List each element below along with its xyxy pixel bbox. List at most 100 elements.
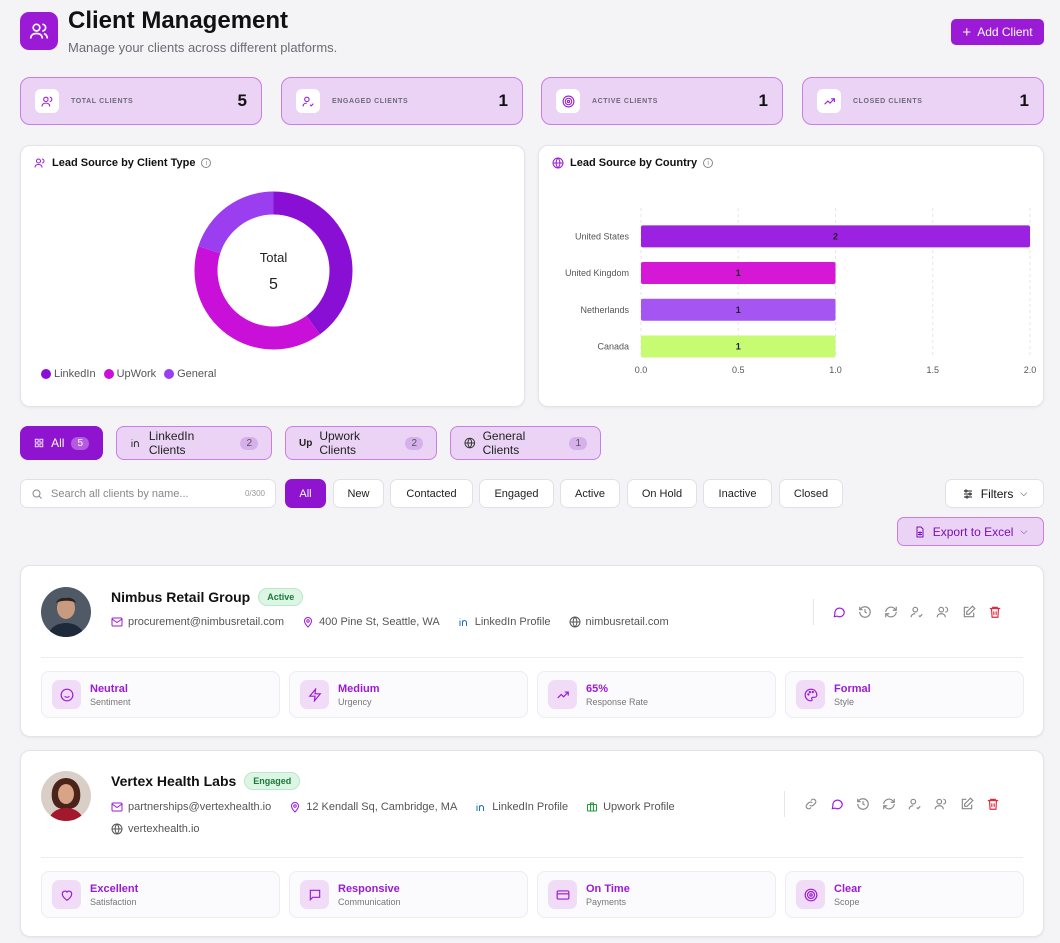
upwork-profile-link[interactable]: Upwork Profile bbox=[586, 801, 675, 813]
status-badge: Engaged bbox=[244, 772, 301, 790]
palette-icon bbox=[796, 680, 825, 709]
donut-center-label: Total bbox=[259, 250, 288, 265]
refresh-icon[interactable] bbox=[882, 797, 896, 811]
client-card[interactable]: Nimbus Retail Group Active procurement@n… bbox=[20, 565, 1044, 737]
bar-canada bbox=[641, 335, 836, 358]
legend-item[interactable]: LinkedIn bbox=[41, 368, 96, 380]
refresh-icon[interactable] bbox=[884, 605, 898, 619]
legend-item[interactable]: General bbox=[164, 368, 216, 380]
status-filter-contacted[interactable]: Contacted bbox=[390, 479, 473, 508]
smile-icon bbox=[52, 680, 81, 709]
chart-title: Lead Source by Client Type bbox=[52, 157, 196, 169]
stat-total-clients: TOTAL CLIENTS 5 bbox=[20, 77, 262, 125]
bar-chart: 0.0 0.5 1.0 1.5 2.0 United States 2 United King… bbox=[565, 208, 1037, 375]
globe-icon bbox=[111, 823, 123, 835]
x-tick-label: 2.0 bbox=[1024, 365, 1037, 375]
edit-icon[interactable] bbox=[960, 797, 974, 811]
tab-general-clients[interactable]: General Clients 1 bbox=[450, 426, 601, 460]
history-icon[interactable] bbox=[856, 797, 870, 811]
status-filter-new[interactable]: New bbox=[333, 479, 384, 508]
add-client-button[interactable]: + Add Client bbox=[951, 19, 1044, 45]
export-excel-button[interactable]: Export to Excel ⌵ bbox=[897, 517, 1044, 546]
linkedin-profile-link[interactable]: LinkedIn Profile bbox=[458, 616, 551, 628]
status-badge: Active bbox=[258, 588, 304, 606]
bar-value-label: 1 bbox=[736, 305, 741, 315]
bar-netherlands bbox=[641, 298, 836, 321]
trash-icon[interactable] bbox=[986, 797, 1000, 811]
linkedin-icon bbox=[131, 439, 139, 447]
chevron-down-icon: ⌵ bbox=[1020, 488, 1028, 498]
email-link[interactable]: procurement@nimbusretail.com bbox=[111, 616, 284, 628]
website-link[interactable]: vertexhealth.io bbox=[111, 823, 200, 835]
grid-icon bbox=[34, 438, 44, 448]
info-icon[interactable]: i bbox=[703, 158, 714, 168]
x-tick-label: 0.5 bbox=[732, 365, 745, 375]
search-icon bbox=[32, 489, 42, 499]
donut-slice-general bbox=[198, 191, 274, 254]
tab-all[interactable]: All 5 bbox=[20, 426, 103, 460]
user-check-icon[interactable] bbox=[908, 797, 922, 811]
client-name: Vertex Health Labs bbox=[111, 773, 237, 789]
chevron-down-icon: ⌵ bbox=[1020, 526, 1028, 536]
y-tick-label: Canada bbox=[597, 341, 629, 351]
linkedin-profile-link[interactable]: LinkedIn Profile bbox=[475, 801, 568, 813]
metric-sentiment: Neutral Sentiment bbox=[41, 671, 280, 718]
status-filter-all[interactable]: All bbox=[285, 479, 326, 508]
users-icon bbox=[34, 158, 45, 168]
metric-urgency: Medium Urgency bbox=[289, 671, 528, 718]
users-icon bbox=[35, 89, 59, 113]
users-icon bbox=[29, 23, 49, 39]
y-tick-label: United States bbox=[575, 231, 630, 241]
tab-linkedin-clients[interactable]: LinkedIn Clients 2 bbox=[116, 426, 272, 460]
status-filter-closed[interactable]: Closed bbox=[779, 479, 843, 508]
client-card[interactable]: Vertex Health Labs Engaged partnerships@… bbox=[20, 750, 1044, 937]
sliders-icon bbox=[963, 489, 972, 498]
users-icon[interactable] bbox=[934, 797, 948, 811]
website-link[interactable]: nimbusretail.com bbox=[569, 616, 669, 628]
message-icon[interactable] bbox=[830, 797, 844, 811]
tab-upwork-clients[interactable]: Up Upwork Clients 2 bbox=[285, 426, 437, 460]
stat-closed-clients: CLOSED CLIENTS 1 bbox=[802, 77, 1044, 125]
x-tick-label: 1.0 bbox=[829, 365, 842, 375]
metric-payments: On Time Payments bbox=[537, 871, 776, 918]
message-icon[interactable] bbox=[832, 605, 846, 619]
metric-style: Formal Style bbox=[785, 671, 1024, 718]
page-title: Client Management bbox=[68, 7, 289, 34]
donut-slice-linkedin bbox=[273, 191, 353, 335]
donut-slice-upwork bbox=[194, 246, 320, 350]
map-pin-icon bbox=[291, 802, 300, 813]
globe-icon bbox=[569, 616, 581, 628]
status-filter-active[interactable]: Active bbox=[560, 479, 620, 508]
status-filter-inactive[interactable]: Inactive bbox=[703, 479, 772, 508]
trending-up-icon bbox=[548, 680, 577, 709]
credit-card-icon bbox=[548, 880, 577, 909]
chart-title: Lead Source by Country bbox=[570, 157, 698, 169]
y-tick-label: Netherlands bbox=[580, 305, 629, 315]
stat-active-clients: ACTIVE CLIENTS 1 bbox=[541, 77, 783, 125]
bar-value-label: 2 bbox=[833, 231, 838, 241]
zap-icon bbox=[300, 680, 329, 709]
legend-item[interactable]: UpWork bbox=[103, 368, 156, 380]
search-input[interactable] bbox=[51, 487, 237, 500]
info-icon[interactable]: i bbox=[201, 158, 212, 168]
client-actions bbox=[804, 797, 1000, 811]
page-subtitle: Manage your clients across different pla… bbox=[68, 40, 338, 55]
bar-value-label: 1 bbox=[736, 341, 741, 351]
metric-satisfaction: Excellent Satisfaction bbox=[41, 871, 280, 918]
search-box: 0/300 bbox=[20, 479, 276, 508]
address: 400 Pine St, Seattle, WA bbox=[302, 616, 440, 628]
edit-icon[interactable] bbox=[962, 605, 976, 619]
lead-source-country-card: Lead Source by Country i 0.0 0.5 1.0 1.5 2.0… bbox=[538, 145, 1044, 407]
mail-icon bbox=[111, 802, 123, 812]
link-icon[interactable] bbox=[804, 797, 818, 811]
email-link[interactable]: partnerships@vertexhealth.io bbox=[111, 801, 271, 813]
trash-icon[interactable] bbox=[988, 605, 1002, 619]
status-filter-engaged[interactable]: Engaged bbox=[479, 479, 554, 508]
history-icon[interactable] bbox=[858, 605, 872, 619]
filters-button[interactable]: Filters ⌵ bbox=[945, 479, 1044, 508]
users-icon[interactable] bbox=[936, 605, 950, 619]
user-check-icon[interactable] bbox=[910, 605, 924, 619]
globe-icon bbox=[464, 437, 476, 449]
status-filter-on-hold[interactable]: On Hold bbox=[627, 479, 697, 508]
client-metrics: Excellent Satisfaction Responsive Communic… bbox=[41, 871, 1024, 918]
